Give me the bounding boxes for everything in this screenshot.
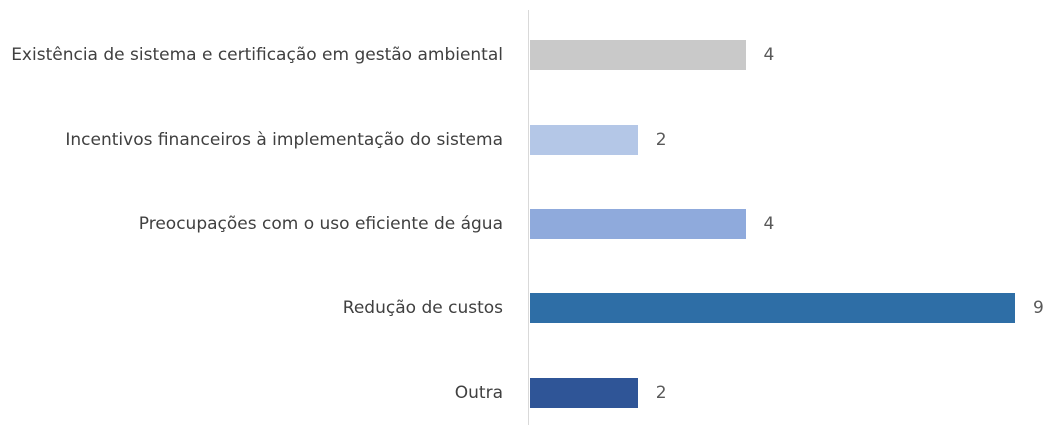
category-label: Existência de sistema e certificação em …: [11, 45, 503, 66]
category-label: Outra: [454, 382, 503, 403]
bar: [530, 124, 638, 155]
data-label: 2: [655, 382, 667, 403]
category-label: Redução de custos: [342, 298, 503, 319]
bar: [530, 293, 1015, 324]
bar: [530, 40, 746, 71]
data-label: 9: [1033, 298, 1043, 319]
bar: [530, 377, 638, 408]
data-label: 4: [763, 45, 775, 66]
category-label: Incentivos financeiros à implementação d…: [65, 129, 503, 150]
data-label: 4: [763, 214, 775, 234]
bar: [530, 209, 746, 239]
axis-line: [528, 10, 529, 425]
data-label: 2: [655, 129, 667, 150]
category-label: Preocupações com o uso eficiente de água: [138, 214, 503, 234]
